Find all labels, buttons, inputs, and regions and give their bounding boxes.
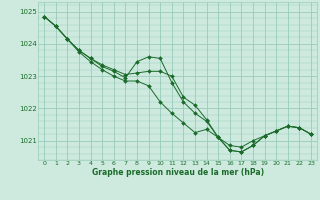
X-axis label: Graphe pression niveau de la mer (hPa): Graphe pression niveau de la mer (hPa) <box>92 168 264 177</box>
